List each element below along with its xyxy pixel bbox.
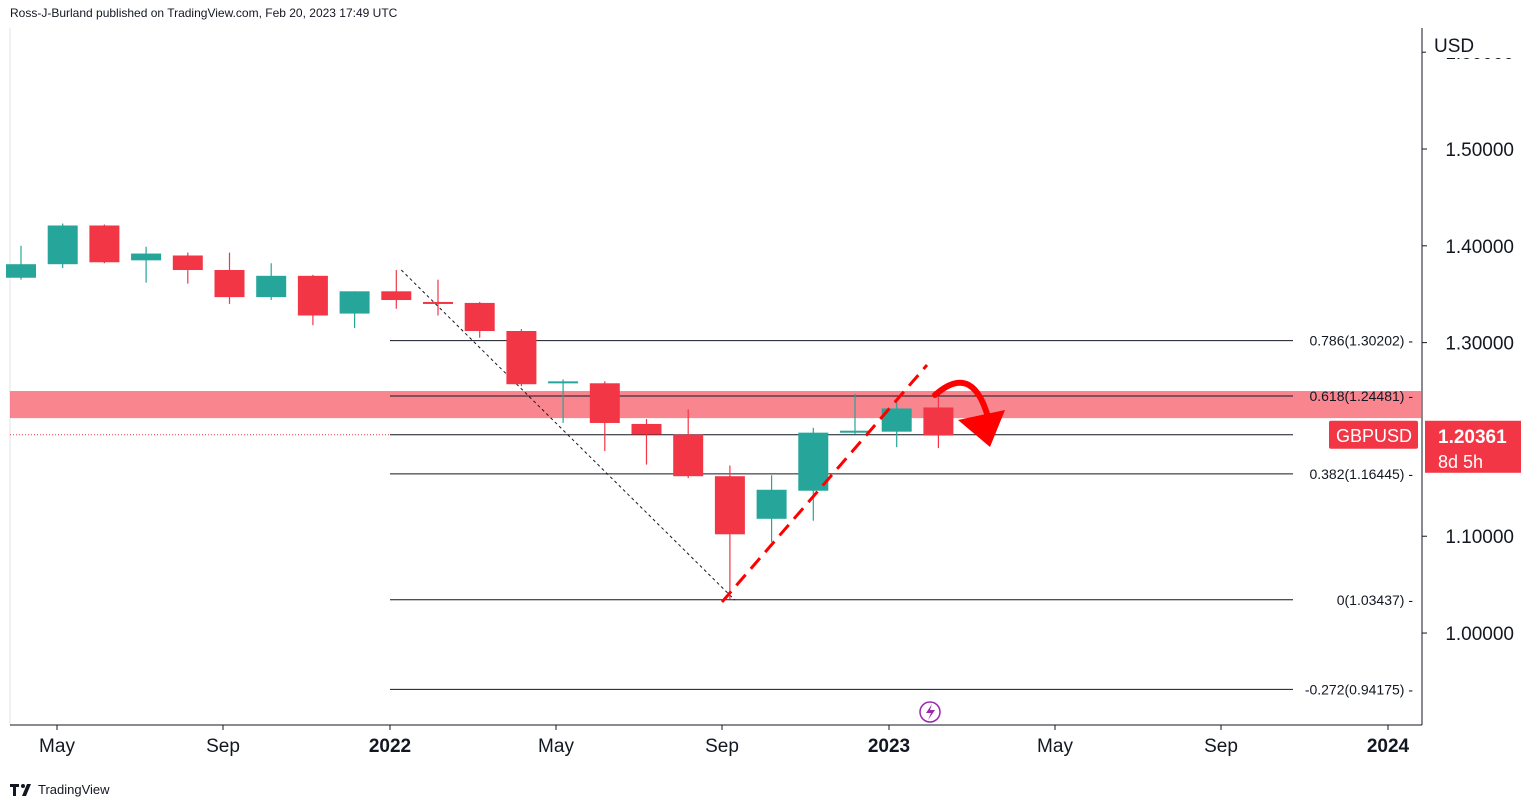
- tradingview-footer[interactable]: TradingView: [10, 782, 110, 797]
- candle-body[interactable]: [47, 225, 78, 265]
- event-bolt-glyph-icon: [926, 704, 935, 720]
- publisher-info: Ross-J-Burland published on TradingView.…: [10, 6, 398, 20]
- candle-countdown: 8d 5h: [1438, 452, 1483, 472]
- fib-level-label: 0(1.03437) -: [1337, 592, 1414, 608]
- x-tick-label: Sep: [1204, 736, 1238, 757]
- candle-body[interactable]: [589, 383, 620, 423]
- fib-level-label: 0.382(1.16445) -: [1309, 466, 1413, 482]
- x-tick-label: May: [538, 736, 574, 757]
- x-tick-label: Sep: [206, 736, 240, 757]
- candle-body[interactable]: [464, 302, 495, 332]
- candle-body[interactable]: [256, 275, 287, 298]
- bearish-arrow[interactable]: [932, 379, 993, 428]
- candle-body[interactable]: [714, 476, 745, 535]
- candle-body[interactable]: [89, 225, 120, 263]
- tradingview-brand: TradingView: [38, 782, 110, 797]
- x-tick-label: 2024: [1367, 736, 1410, 757]
- tradingview-logo-icon: [10, 783, 31, 796]
- candle-body[interactable]: [798, 432, 829, 491]
- candle-body[interactable]: [673, 434, 704, 477]
- currency-label: USD: [1434, 36, 1474, 57]
- y-tick-label: 1.00000: [1445, 624, 1514, 645]
- candle-body[interactable]: [881, 408, 912, 432]
- candle-body[interactable]: [214, 270, 245, 298]
- candle-body[interactable]: [506, 331, 537, 385]
- x-tick-label: May: [1037, 736, 1073, 757]
- candle-body[interactable]: [172, 255, 203, 271]
- x-tick-label: 2022: [369, 736, 411, 757]
- fib-level-label: 0.786(1.30202) -: [1309, 333, 1413, 349]
- x-tick-label: Sep: [705, 736, 739, 757]
- last-price-value: 1.20361: [1438, 427, 1507, 448]
- candle-body[interactable]: [297, 275, 328, 316]
- candle-body[interactable]: [756, 489, 787, 519]
- fib-level-label: 0.618(1.24481) -: [1309, 388, 1413, 404]
- fib-level-label: -0.272(0.94175) -: [1305, 681, 1414, 697]
- fib-trendline[interactable]: [400, 269, 736, 601]
- candle-body[interactable]: [548, 381, 579, 384]
- candle-body[interactable]: [923, 407, 954, 436]
- symbol-tag-label: GBPUSD: [1336, 426, 1412, 446]
- candle-body[interactable]: [339, 291, 370, 314]
- last-price-tag[interactable]: [1425, 420, 1521, 473]
- y-tick-label: 1.40000: [1445, 237, 1514, 258]
- candlestick-chart[interactable]: 0.786(1.30202) -0.618(1.24481) -00.382(1…: [0, 0, 1536, 780]
- candle-body[interactable]: [6, 264, 36, 278]
- x-tick-label: 2023: [868, 736, 910, 757]
- currency-label-bg: [1426, 30, 1516, 58]
- resistance-zone[interactable]: [10, 391, 1422, 419]
- candle-body[interactable]: [840, 430, 870, 433]
- candle-body[interactable]: [631, 423, 662, 435]
- candle-body[interactable]: [423, 301, 453, 304]
- y-tick-label: 1.30000: [1445, 334, 1514, 355]
- uptrend-line[interactable]: [720, 364, 929, 603]
- bearish-arrow-head[interactable]: [958, 410, 1005, 447]
- y-tick-label: 1.10000: [1445, 527, 1514, 548]
- candle-body[interactable]: [131, 253, 162, 261]
- y-tick-label: 1.50000: [1445, 140, 1514, 161]
- x-tick-label: May: [39, 736, 75, 757]
- symbol-tag: [1329, 420, 1418, 449]
- candle-body[interactable]: [381, 291, 412, 301]
